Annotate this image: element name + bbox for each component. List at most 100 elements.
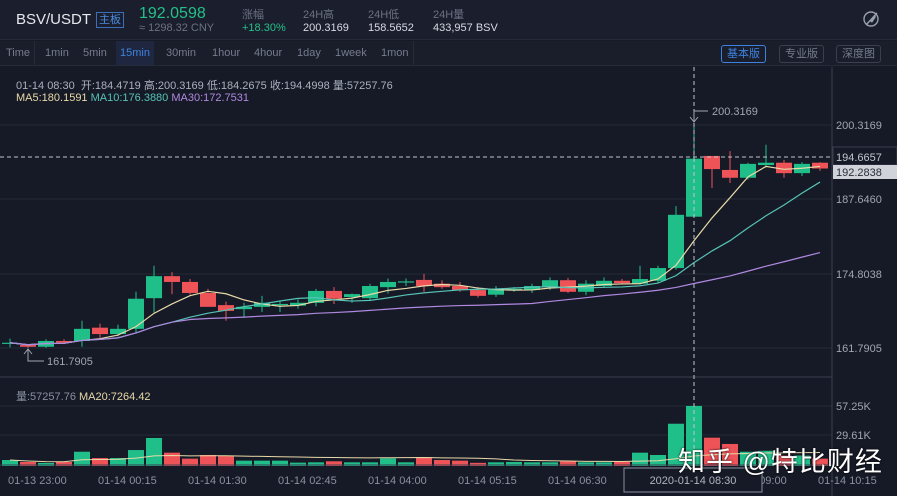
candle-up bbox=[344, 294, 360, 298]
candle-down bbox=[182, 281, 198, 293]
volume-bar bbox=[578, 462, 594, 466]
basic-view-button[interactable]: 基本版 bbox=[721, 45, 766, 63]
candle-up bbox=[506, 288, 522, 291]
high-marker-label: 200.3169 bbox=[712, 106, 758, 118]
volume-bar bbox=[290, 462, 306, 466]
ma10-value: MA10:176.3880 bbox=[90, 92, 169, 104]
candle-down bbox=[92, 327, 108, 335]
toolbar: Time 1min 5min 15min 30min 1hour 4hour 1… bbox=[0, 41, 897, 66]
tab-30min[interactable]: 30min bbox=[166, 47, 196, 59]
tab-5min[interactable]: 5min bbox=[83, 47, 107, 59]
time-tick: 01-14 02:45 bbox=[278, 475, 337, 487]
ma-lines bbox=[9, 165, 821, 463]
volume-bar bbox=[236, 460, 252, 466]
volume-bar bbox=[758, 450, 774, 466]
ma20-value: MA20:7264.42 bbox=[79, 391, 151, 403]
candle-up bbox=[740, 163, 756, 178]
candle-down bbox=[218, 305, 234, 311]
tab-1mon[interactable]: 1mon bbox=[377, 41, 414, 65]
header: BSV/USDT 主板 192.0598 ≈ 1298.32 CNY 涨幅 +1… bbox=[0, 0, 897, 40]
info-volume: 量:57257.76 bbox=[332, 80, 393, 92]
time-tick: 01-14 04:00 bbox=[368, 475, 427, 487]
volume-bar bbox=[722, 443, 738, 466]
volume-bar bbox=[218, 456, 234, 466]
high-value: 200.3169 bbox=[303, 22, 349, 34]
candle-up bbox=[362, 286, 378, 299]
volume-bar bbox=[92, 458, 108, 466]
candle-up bbox=[110, 328, 126, 335]
ma-legend: MA5:180.1591 MA10:176.3880 MA30:172.7531 bbox=[16, 92, 249, 104]
cny-price: ≈ 1298.32 CNY bbox=[139, 22, 215, 34]
volume-bar bbox=[668, 423, 684, 466]
depth-chart-button[interactable]: 深度图 bbox=[836, 45, 881, 63]
candle-up bbox=[236, 306, 252, 310]
volume-bar bbox=[182, 458, 198, 466]
volume-bar bbox=[452, 460, 468, 466]
volume-bar bbox=[416, 457, 432, 466]
tab-1hour[interactable]: 1hour bbox=[212, 47, 241, 59]
tab-1week[interactable]: 1week bbox=[335, 47, 367, 59]
info-open: 开:184.4719 bbox=[80, 80, 141, 92]
time-tick: 01-14 00:15 bbox=[98, 475, 157, 487]
time-tick: 01-14 10:15 bbox=[818, 475, 877, 487]
price-tick: 174.8038 bbox=[836, 269, 882, 281]
candle-up bbox=[398, 281, 414, 283]
candle-down bbox=[614, 280, 630, 284]
candle-down bbox=[776, 162, 792, 174]
info-high: 高:200.3169 bbox=[143, 80, 204, 92]
change-value: +18.30% bbox=[242, 22, 286, 34]
volume-bar bbox=[704, 437, 720, 466]
time-axis: 01-13 23:00 01-14 00:15 01-14 01:30 01-1… bbox=[8, 467, 877, 493]
candle-up bbox=[146, 276, 162, 299]
volume-bar bbox=[596, 462, 612, 466]
volume-bar bbox=[380, 458, 396, 466]
info-close: 收:194.4998 bbox=[269, 80, 330, 92]
board-badge: 主板 bbox=[96, 12, 124, 28]
candle-up bbox=[272, 303, 288, 306]
volume-bar bbox=[326, 461, 342, 466]
candle-down bbox=[722, 169, 738, 178]
candle-down bbox=[470, 290, 486, 296]
volume-label: 24H量 bbox=[433, 9, 465, 21]
volume-ma20-line bbox=[9, 452, 821, 463]
volume-bar bbox=[614, 461, 630, 466]
volume-bar bbox=[488, 462, 504, 466]
tab-1day[interactable]: 1day bbox=[297, 47, 321, 59]
price-tick: 161.7905 bbox=[836, 343, 882, 355]
volume-bar bbox=[110, 458, 126, 466]
pro-view-button[interactable]: 专业版 bbox=[779, 45, 824, 63]
volume-bar bbox=[38, 462, 54, 466]
volume-bar bbox=[2, 460, 18, 466]
ma5-line bbox=[9, 165, 821, 346]
tab-time[interactable]: Time bbox=[2, 41, 36, 65]
tab-1min[interactable]: 1min bbox=[45, 47, 69, 59]
volume-bar bbox=[344, 462, 360, 466]
volume-bar bbox=[794, 455, 810, 466]
high-label: 24H高 bbox=[303, 9, 335, 21]
volume-bar bbox=[524, 462, 540, 466]
volume-value: 433,957 BSV bbox=[433, 22, 498, 34]
time-tick: 01-14 06:30 bbox=[548, 475, 607, 487]
candle-up bbox=[380, 281, 396, 288]
candle-down bbox=[704, 155, 720, 170]
volume-bar bbox=[506, 462, 522, 466]
candles bbox=[2, 125, 828, 348]
volume-bar bbox=[362, 462, 378, 466]
candle-up bbox=[668, 214, 684, 269]
change-label: 涨幅 bbox=[242, 9, 264, 21]
theme-toggle-icon[interactable] bbox=[862, 10, 880, 33]
tab-4hour[interactable]: 4hour bbox=[254, 47, 283, 59]
volume-tick: 29.61K bbox=[836, 430, 872, 442]
low-label: 24H低 bbox=[368, 9, 400, 21]
ma30-value: MA30:172.7531 bbox=[171, 92, 250, 104]
candle-down bbox=[560, 280, 576, 292]
volume-bar bbox=[740, 451, 756, 466]
info-date: 01-14 08:30 bbox=[16, 80, 75, 92]
volume-bar bbox=[776, 455, 792, 466]
low-marker: 161.7905 bbox=[23, 348, 93, 368]
tab-15min[interactable]: 15min bbox=[116, 41, 154, 65]
low-value: 158.5652 bbox=[368, 22, 414, 34]
candle-down bbox=[164, 276, 180, 282]
volume-bar bbox=[272, 460, 288, 466]
